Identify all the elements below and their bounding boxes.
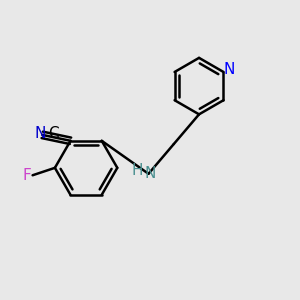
Text: N: N: [34, 127, 46, 142]
Text: H: H: [131, 163, 143, 178]
Text: C: C: [48, 126, 59, 141]
Text: F: F: [23, 168, 32, 183]
Text: N: N: [223, 62, 235, 77]
Text: N: N: [144, 166, 156, 181]
